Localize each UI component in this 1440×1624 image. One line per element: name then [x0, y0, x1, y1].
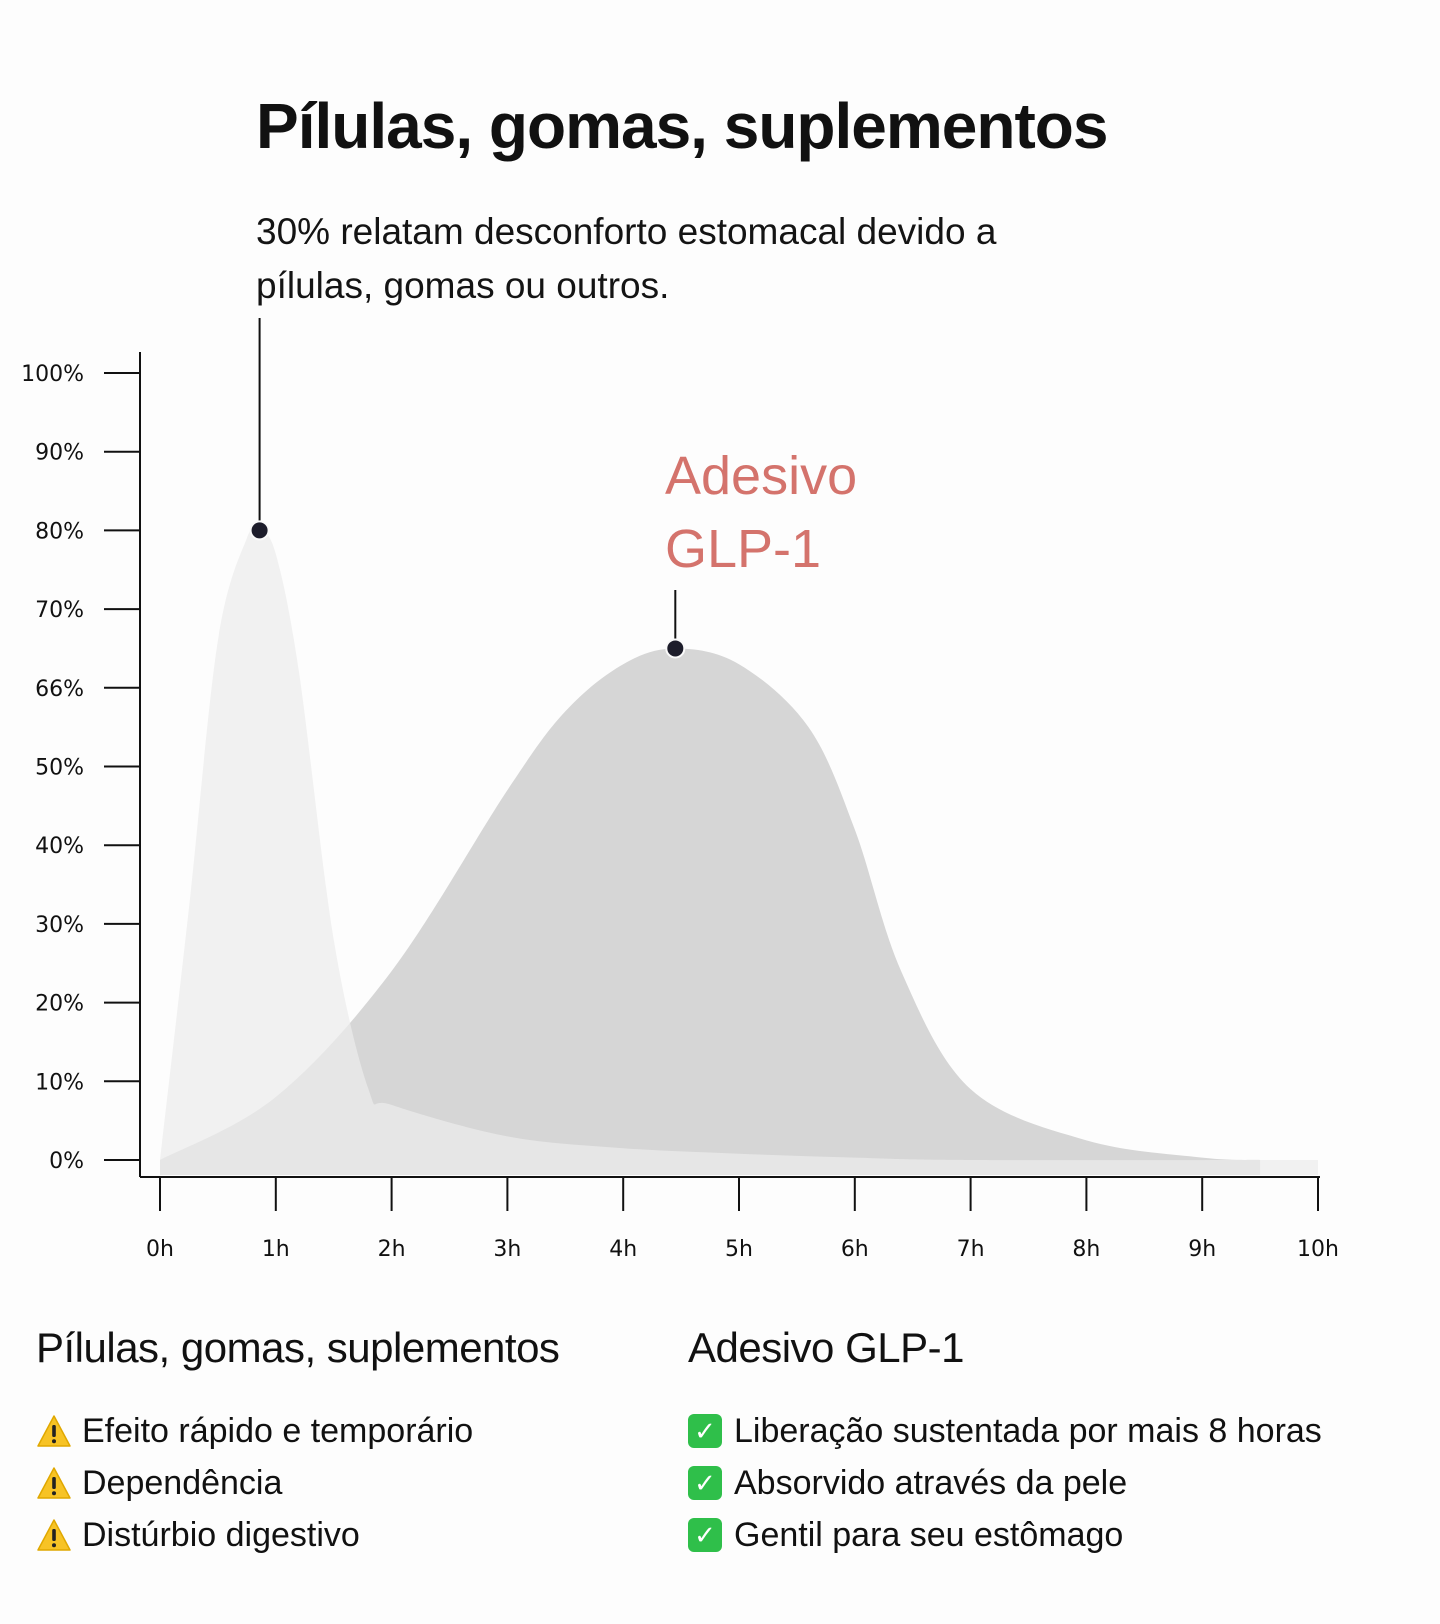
y-tick-label: 10%: [35, 1070, 84, 1095]
patch-label-line: Adesivo: [665, 446, 857, 506]
pills-peak-marker: [249, 520, 270, 541]
warning-icon: [37, 1467, 71, 1499]
legend-pills-list: Efeito rápido e temporário Dependência D…: [36, 1405, 656, 1561]
list-item: Efeito rápido e temporário: [36, 1405, 656, 1457]
chart-subtitle: 30% relatam desconforto estomacal devido…: [256, 211, 997, 306]
list-item: Dependência: [36, 1457, 656, 1509]
chart-axes: 100% 90% 80% 70% 66% 50% 40% 30% 20% 10% 0% 0h 1h 2h 3…: [21, 352, 1339, 1262]
x-tick-label: 8h: [1072, 1237, 1100, 1262]
list-item: ✓ Liberação sustentada por mais 8 horas: [688, 1405, 1428, 1457]
x-tick-label: 3h: [493, 1237, 521, 1262]
y-tick-label: 40%: [35, 834, 84, 859]
y-tick-label: 66%: [35, 677, 84, 702]
legend-patch-title: Adesivo GLP-1: [688, 1324, 964, 1371]
series-area-pills: [160, 526, 1318, 1175]
chart-areas: [160, 526, 1318, 1175]
y-tick-label: 90%: [35, 441, 84, 466]
check-icon: ✓: [688, 1518, 722, 1553]
y-tick-label: 50%: [35, 756, 84, 781]
list-item: ✓ Absorvido através da pele: [688, 1457, 1428, 1509]
y-tick-label: 30%: [35, 913, 84, 938]
legend-item-text: Dependência: [82, 1463, 283, 1502]
legend-pills: Pílulas, gomas, suplementos Efeito rápid…: [36, 1324, 656, 1561]
x-tick-label: 9h: [1188, 1237, 1216, 1262]
list-item: Distúrbio digestivo: [36, 1509, 656, 1561]
x-tick-label: 2h: [378, 1237, 406, 1262]
chart: 100% 90% 80% 70% 66% 50% 40% 30% 20% 10% 0% 0h 1h 2h 3…: [21, 318, 1339, 1262]
patch-label-line: GLP-1: [665, 519, 821, 579]
chart-title: Pílulas, gomas, suplementos: [256, 90, 1108, 162]
legend-patch-list: ✓ Liberação sustentada por mais 8 horas …: [688, 1405, 1428, 1561]
warning-icon: [37, 1519, 71, 1551]
y-tick-label: 20%: [35, 992, 84, 1017]
legend-item-text: Absorvido através da pele: [734, 1463, 1128, 1502]
x-tick-label: 1h: [262, 1237, 290, 1262]
x-tick-label: 6h: [841, 1237, 869, 1262]
y-tick-label: 70%: [35, 598, 84, 623]
legend-pills-title: Pílulas, gomas, suplementos: [36, 1324, 560, 1371]
series-area-patch: [160, 648, 1261, 1175]
patch-peak-marker: [665, 638, 686, 659]
warning-icon: [37, 1415, 71, 1447]
check-icon: ✓: [688, 1414, 722, 1449]
y-tick-label: 80%: [35, 519, 84, 544]
legend-item-text: Distúrbio digestivo: [82, 1515, 360, 1554]
y-tick-label: 100%: [21, 362, 84, 387]
chart-annotations: Adesivo GLP-1: [249, 318, 857, 659]
x-tick-label: 0h: [146, 1237, 174, 1262]
legend-item-text: Gentil para seu estômago: [734, 1515, 1124, 1554]
legend-patch: Adesivo GLP-1 ✓ Liberação sustentada por…: [688, 1324, 1428, 1561]
x-tick-label: 4h: [609, 1237, 637, 1262]
list-item: ✓ Gentil para seu estômago: [688, 1509, 1428, 1561]
check-icon: ✓: [688, 1466, 722, 1501]
legend-item-text: Efeito rápido e temporário: [82, 1411, 474, 1450]
x-tick-label: 10h: [1297, 1237, 1339, 1262]
x-tick-label: 5h: [725, 1237, 753, 1262]
legend-item-text: Liberação sustentada por mais 8 horas: [734, 1411, 1322, 1450]
y-tick-label: 0%: [49, 1149, 84, 1174]
x-tick-label: 7h: [957, 1237, 985, 1262]
